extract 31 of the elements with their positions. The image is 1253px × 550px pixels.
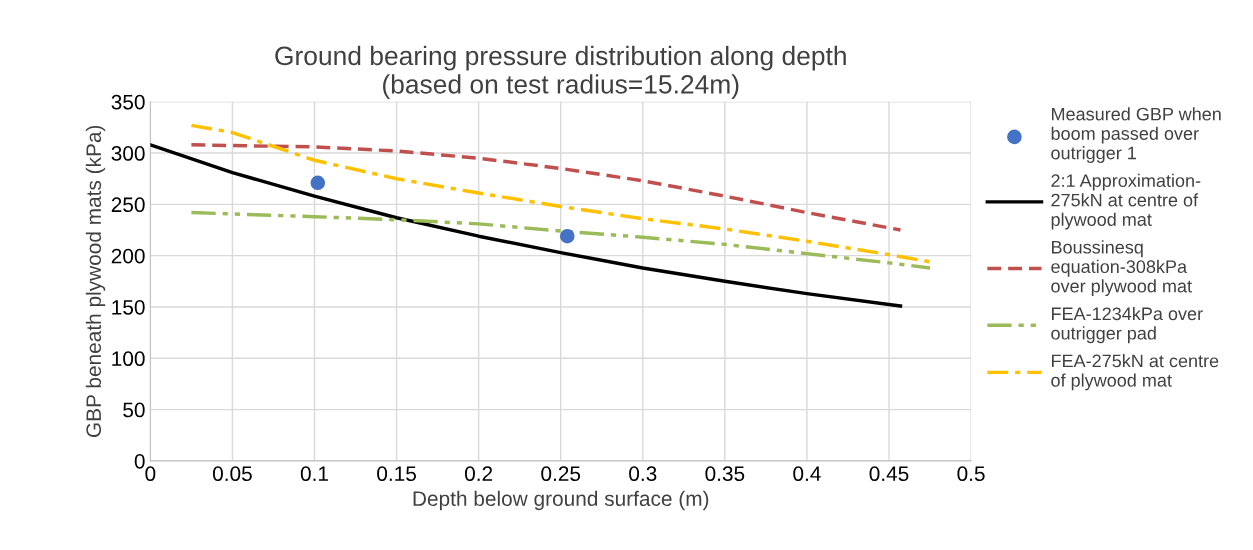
- line-series: [189, 123, 932, 264]
- x-tick-label: 0.5: [957, 466, 985, 482]
- y-tick-label: 200: [111, 248, 145, 264]
- y-tick-label: 50: [123, 402, 145, 418]
- y-tick-label: 0: [134, 453, 145, 469]
- x-tick-label: 0.45: [869, 466, 909, 482]
- x-tick-label: 0: [145, 466, 156, 482]
- x-tick-label: 0.3: [629, 466, 657, 482]
- y-tick-label: 350: [111, 94, 145, 110]
- y-tick-label: 150: [112, 299, 145, 315]
- x-axis-title: Depth below ground surface (m): [413, 490, 709, 511]
- legend-label: FEA-1234kPa over outrigger pad: [1051, 306, 1203, 344]
- x-tick-label: 0.05: [212, 466, 252, 482]
- x-tick-label: 0.1: [300, 466, 328, 482]
- x-tick-label: 0.4: [793, 466, 821, 482]
- legend-label: FEA-275kN at centre of plywood mat: [1051, 354, 1219, 391]
- line-series: [189, 210, 932, 270]
- chart-title: Ground bearing pressure distribution along depth (based on test radius=15.24m): [275, 45, 846, 99]
- legend-label: 2:1 Approximation- 275kN at centre of plywood mat: [1051, 173, 1201, 230]
- y-axis-title: GBP beneath plywood mats (kPa): [85, 125, 106, 437]
- y-tick-label: 100: [112, 351, 145, 367]
- x-tick-label: 0.25: [541, 466, 581, 482]
- y-tick-label: 300: [111, 146, 145, 161]
- y-tick-label: 250: [111, 197, 145, 213]
- legend-label: Measured GBP when boom passed over outrigger 1: [1051, 107, 1221, 163]
- legend-label: Boussinesq equation-308kPa over plywood mat: [1051, 240, 1192, 297]
- line-series: [189, 143, 903, 232]
- x-tick-label: 0.35: [705, 466, 745, 482]
- line-series: [150, 143, 903, 308]
- x-tick-label: 0.15: [377, 466, 416, 482]
- x-tick-label: 0.2: [464, 466, 493, 482]
